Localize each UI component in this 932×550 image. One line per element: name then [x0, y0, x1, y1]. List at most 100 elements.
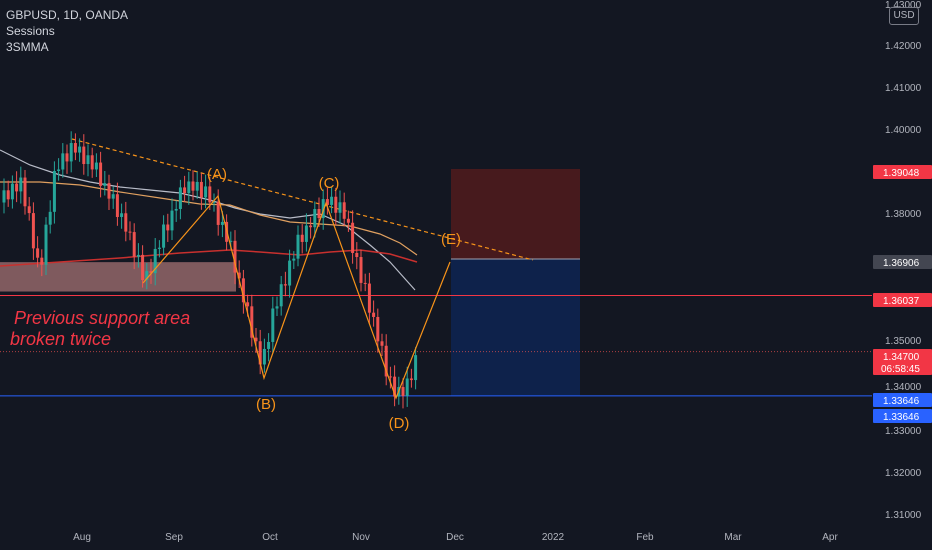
- candle-body[interactable]: [94, 162, 98, 170]
- sessions-indicator[interactable]: Sessions: [6, 24, 55, 38]
- candle-body[interactable]: [313, 209, 317, 228]
- candle-body[interactable]: [258, 341, 262, 365]
- currency-badge[interactable]: USD: [889, 7, 919, 25]
- candle-body[interactable]: [73, 143, 77, 153]
- candle-body[interactable]: [254, 337, 258, 342]
- candle-body[interactable]: [338, 202, 342, 213]
- symbol-title[interactable]: GBPUSD, 1D, OANDA: [6, 8, 129, 22]
- candle-body[interactable]: [292, 258, 296, 261]
- candle-body[interactable]: [334, 196, 338, 213]
- candle-body[interactable]: [48, 211, 52, 225]
- candle-body[interactable]: [145, 271, 149, 281]
- candle-body[interactable]: [241, 278, 245, 303]
- candle-body[interactable]: [120, 213, 124, 217]
- candle-body[interactable]: [183, 187, 187, 194]
- candle-body[interactable]: [300, 234, 304, 242]
- candle-body[interactable]: [351, 222, 355, 253]
- candle-body[interactable]: [304, 225, 308, 242]
- candle-body[interactable]: [69, 143, 73, 162]
- smma-indicator[interactable]: 3SMMA: [6, 40, 49, 54]
- candle-body[interactable]: [267, 341, 271, 349]
- candle-body[interactable]: [220, 221, 224, 225]
- candle-body[interactable]: [195, 181, 199, 191]
- candle-body[interactable]: [31, 213, 35, 249]
- candle-body[interactable]: [86, 155, 90, 165]
- candle-body[interactable]: [296, 234, 300, 259]
- candle-body[interactable]: [170, 210, 174, 231]
- candle-body[interactable]: [363, 282, 367, 284]
- candle-body[interactable]: [153, 248, 157, 274]
- candle-body[interactable]: [208, 186, 212, 203]
- candle-body[interactable]: [82, 146, 86, 165]
- candle-body[interactable]: [384, 345, 388, 377]
- price-tag-last[interactable]: [873, 349, 932, 375]
- support-zone[interactable]: [0, 262, 236, 292]
- ma-slow-line[interactable]: [0, 249, 418, 267]
- candle-body[interactable]: [19, 177, 23, 192]
- candle-body[interactable]: [36, 248, 40, 258]
- candle-body[interactable]: [233, 240, 237, 273]
- candle-body[interactable]: [2, 190, 6, 203]
- candle-body[interactable]: [405, 378, 409, 396]
- candle-body[interactable]: [178, 187, 182, 209]
- price-tag-target[interactable]: [873, 393, 932, 407]
- candle-body[interactable]: [128, 231, 132, 233]
- candle-body[interactable]: [115, 194, 119, 217]
- candle-body[interactable]: [136, 254, 140, 257]
- candle-body[interactable]: [380, 341, 384, 346]
- candle-body[interactable]: [246, 302, 250, 307]
- candle-body[interactable]: [275, 306, 279, 309]
- candle-body[interactable]: [359, 257, 363, 283]
- candle-body[interactable]: [414, 355, 418, 381]
- candle-body[interactable]: [346, 218, 350, 223]
- stop-loss-zone[interactable]: [451, 168, 580, 259]
- candle-body[interactable]: [187, 181, 191, 194]
- candle-body[interactable]: [111, 194, 115, 199]
- candle-body[interactable]: [401, 387, 405, 396]
- candle-body[interactable]: [393, 376, 397, 397]
- candle-body[interactable]: [342, 202, 346, 219]
- candle-body[interactable]: [191, 181, 195, 191]
- candle-body[interactable]: [174, 208, 178, 211]
- candle-body[interactable]: [367, 283, 371, 313]
- candle-body[interactable]: [99, 162, 103, 186]
- candle-body[interactable]: [157, 247, 161, 249]
- candle-body[interactable]: [166, 224, 170, 231]
- candle-body[interactable]: [355, 252, 359, 258]
- candle-body[interactable]: [262, 348, 266, 365]
- price-tag-entry[interactable]: [873, 255, 932, 269]
- candle-body[interactable]: [376, 316, 380, 342]
- price-tag-target[interactable]: [873, 409, 932, 423]
- candle-body[interactable]: [44, 224, 48, 265]
- candle-body[interactable]: [40, 257, 44, 265]
- candle-body[interactable]: [90, 155, 94, 170]
- candle-body[interactable]: [65, 153, 69, 162]
- candle-body[interactable]: [103, 183, 107, 186]
- candle-body[interactable]: [107, 183, 111, 199]
- candle-body[interactable]: [78, 146, 82, 153]
- candle-body[interactable]: [204, 186, 208, 198]
- candle-body[interactable]: [321, 199, 325, 219]
- candle-body[interactable]: [212, 201, 216, 203]
- candle-body[interactable]: [61, 153, 65, 170]
- candle-body[interactable]: [149, 271, 153, 274]
- candle-body[interactable]: [141, 254, 145, 281]
- candle-body[interactable]: [57, 169, 61, 171]
- candle-body[interactable]: [52, 171, 56, 212]
- candle-body[interactable]: [132, 232, 136, 257]
- candle-body[interactable]: [388, 376, 392, 378]
- candle-body[interactable]: [10, 183, 14, 200]
- candle-body[interactable]: [317, 209, 321, 219]
- candle-body[interactable]: [15, 183, 19, 192]
- candle-body[interactable]: [309, 225, 313, 228]
- candle-body[interactable]: [250, 306, 254, 338]
- candle-body[interactable]: [288, 260, 292, 286]
- candle-body[interactable]: [279, 284, 283, 307]
- candle-body[interactable]: [330, 196, 334, 205]
- candle-body[interactable]: [216, 201, 220, 225]
- candle-body[interactable]: [409, 378, 413, 381]
- candle-body[interactable]: [162, 224, 166, 248]
- ma-mid-line[interactable]: [0, 181, 418, 256]
- candle-body[interactable]: [325, 199, 329, 205]
